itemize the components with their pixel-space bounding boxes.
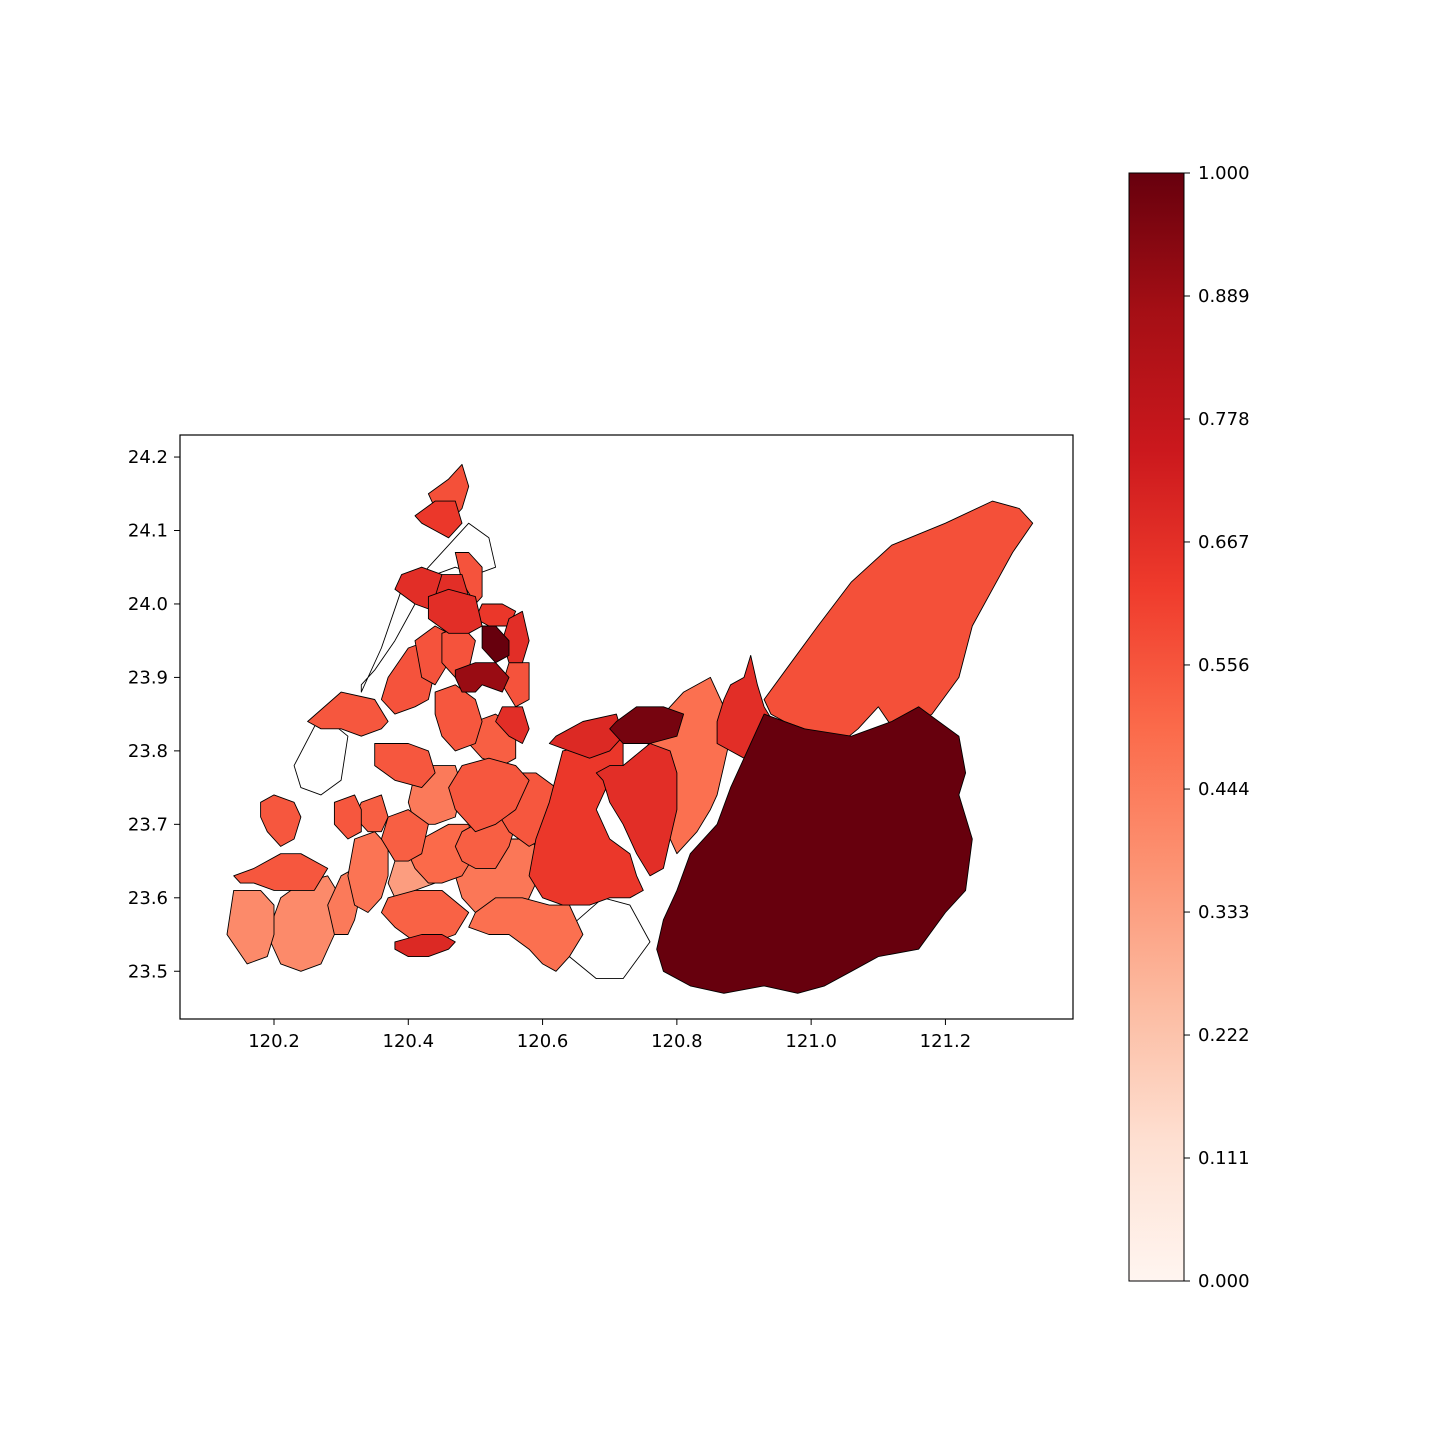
x-tick-label: 120.8: [651, 1031, 703, 1052]
colorbar-tick-label: 0.444: [1198, 779, 1250, 800]
x-axis: 120.2 120.4 120.6 120.8 121.0 121.2: [248, 1019, 971, 1052]
region-central-highland: [595, 743, 678, 877]
plot-frame: [179, 434, 1074, 1020]
x-tick-label: 120.4: [383, 1031, 435, 1052]
region-north-town-south: [427, 588, 483, 634]
region-coastal-central-town: [333, 794, 362, 840]
region-west-central-town: [380, 809, 429, 862]
region-west-inland-town: [347, 831, 389, 913]
region-coastal-north-town: [307, 691, 389, 737]
region-river-mouth-town: [495, 706, 530, 744]
region-western-coastal-town: [233, 853, 329, 891]
x-tick-label: 121.0: [785, 1031, 837, 1052]
region-city-ring: [454, 662, 510, 693]
regions-layer: [226, 463, 1034, 994]
region-city-core: [481, 625, 510, 664]
colorbar-tick-label: 0.667: [1198, 532, 1250, 553]
colorbar-tick-label: 0.778: [1198, 409, 1250, 430]
x-tick-label: 121.2: [920, 1031, 972, 1052]
region-central-north-ridge: [609, 706, 685, 744]
x-tick-label: 120.2: [248, 1031, 300, 1052]
y-tick-label: 23.6: [128, 888, 168, 909]
y-tick-label: 24.1: [128, 520, 168, 541]
y-tick-label: 24.2: [128, 447, 168, 468]
colorbar-tick-label: 0.333: [1198, 902, 1250, 923]
region-southeast-mountain-district: [656, 706, 973, 994]
y-tick-label: 24.0: [128, 594, 168, 615]
y-tick-label: 23.8: [128, 741, 168, 762]
x-tick-label: 120.6: [517, 1031, 569, 1052]
colorbar-ticks: 0.000 0.111 0.222 0.333 0.444 0.556 0.667 0.778…: [1184, 163, 1250, 1292]
colorbar-gradient: [1128, 172, 1185, 1282]
colorbar-tick-label: 0.222: [1198, 1025, 1250, 1046]
colorbar: 0.000 0.111 0.222 0.333 0.444 0.556 0.667 0.778…: [1128, 163, 1250, 1292]
y-tick-label: 23.7: [128, 814, 168, 835]
region-far-southwest-town: [226, 889, 275, 965]
region-southern-river-plain: [468, 897, 584, 972]
y-axis: 23.5 23.6 23.7 23.8 23.9 24.0 24.1 24.2: [128, 447, 180, 982]
colorbar-tick-label: 0.556: [1198, 655, 1250, 676]
colorbar-tick-label: 1.000: [1198, 163, 1250, 184]
colorbar-tick-label: 0.889: [1198, 286, 1250, 307]
y-tick-label: 23.5: [128, 961, 168, 982]
region-southern-border-town: [394, 934, 456, 958]
region-city-east: [501, 662, 530, 708]
region-northeast-mountain-district: [763, 500, 1034, 752]
colorbar-tick-label: 0.111: [1198, 1148, 1250, 1169]
region-northern-tip-south: [414, 500, 463, 539]
colorbar-tick-label: 0.000: [1198, 1271, 1250, 1292]
region-coastal-fishing-town: [260, 794, 302, 847]
y-tick-label: 23.9: [128, 667, 168, 688]
region-north-central-town: [434, 684, 483, 752]
region-central-north-slope: [548, 713, 624, 759]
region-central-plain-north: [448, 757, 530, 833]
no-data-region-central-south-gap: [568, 897, 651, 980]
region-northwest-interior-a: [374, 743, 436, 789]
